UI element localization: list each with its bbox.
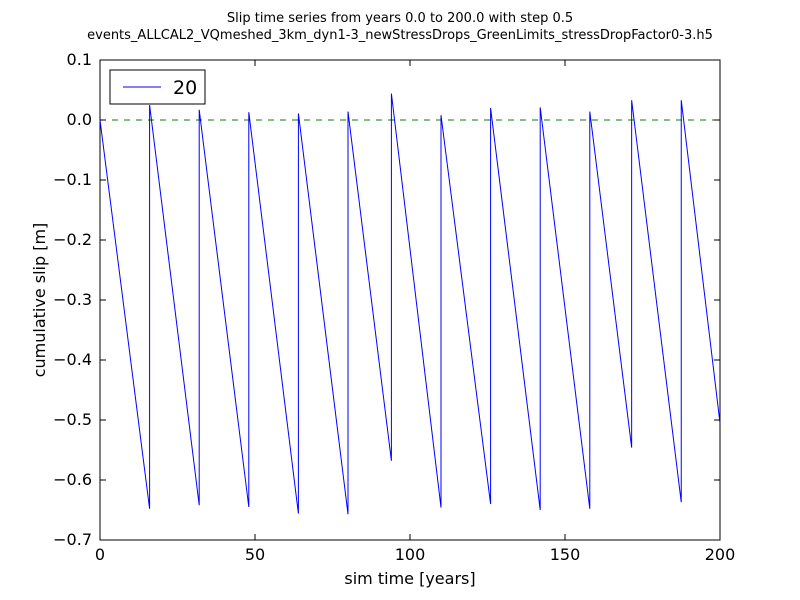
chart-title: Slip time series from years 0.0 to 200.0…: [227, 11, 573, 26]
series-layer: [99, 93, 721, 515]
chart-subtitle: events_ALLCAL2_VQmeshed_3km_dyn1-3_newSt…: [87, 28, 713, 43]
y-tick-label-7: −0.6: [53, 470, 92, 489]
y-tick-label-0: 0.1: [67, 50, 92, 69]
y-tick-label-6: −0.5: [53, 410, 92, 429]
y-tick-label-5: −0.4: [53, 350, 92, 369]
legend: 20: [109, 69, 206, 105]
x-tick-label-0: 0: [95, 545, 105, 564]
x-axis-ticks: 0 50 100 150 200: [95, 60, 735, 564]
y-axis-label: cumulative slip [m]: [30, 223, 49, 378]
x-tick-label-2: 100: [395, 545, 426, 564]
y-tick-label-1: 0.0: [67, 110, 92, 129]
y-tick-label-8: −0.7: [53, 530, 92, 549]
plot-area: [99, 59, 721, 541]
x-tick-label-1: 50: [245, 545, 265, 564]
y-axis-ticks: 0.1 0.0 −0.1 −0.2 −0.3 −0.4 −0.5 −0.6 −0.7: [53, 50, 720, 549]
x-tick-label-4: 200: [705, 545, 736, 564]
series-line-20: [99, 93, 721, 515]
y-tick-label-3: −0.2: [53, 230, 92, 249]
y-tick-label-4: −0.3: [53, 290, 92, 309]
y-tick-label-2: −0.1: [53, 170, 92, 189]
x-tick-label-3: 150: [550, 545, 581, 564]
legend-label-series-20: 20: [173, 77, 197, 99]
x-axis-label: sim time [years]: [344, 569, 475, 588]
